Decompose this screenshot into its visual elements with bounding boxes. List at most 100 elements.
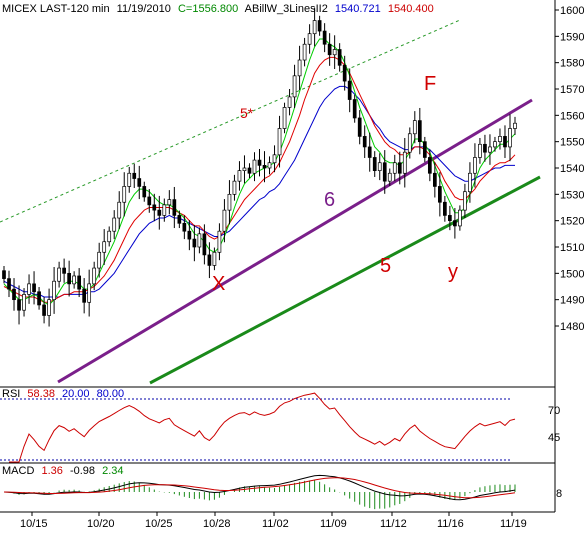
price-bar-body — [152, 204, 157, 211]
price-bar-body — [382, 162, 387, 182]
price-bar-body — [207, 254, 212, 266]
rsi-tick-70: 70 — [548, 405, 560, 417]
trend-line-6 — [57, 98, 533, 384]
price-bar-body — [468, 172, 472, 193]
price-bar-body — [242, 167, 247, 171]
rsi-tick-45: 45 — [548, 432, 560, 444]
price-bar-body — [458, 209, 462, 227]
price-tick-label: 1520 — [560, 216, 584, 228]
price-bar-body — [387, 172, 392, 182]
macd-tick-8: 8 — [556, 488, 562, 500]
price-bar-body — [417, 120, 422, 143]
price-tick-label: 1570 — [560, 84, 584, 96]
price-bar-body — [137, 178, 142, 187]
price-bar-body — [72, 275, 76, 285]
price-bar-body — [282, 107, 287, 129]
annotation-6: 6 — [324, 189, 335, 211]
date-tick-label: 11/09 — [320, 518, 347, 530]
price-bar-body — [478, 143, 482, 158]
rsi-line — [9, 392, 516, 463]
price-bar-body — [57, 267, 61, 282]
price-bar-body — [252, 159, 257, 174]
date-tick-label: 11/12 — [380, 518, 407, 530]
price-bar-body — [7, 278, 11, 290]
price-bar-body — [2, 270, 6, 279]
rsi-header: RSI 58.38 20.00 80.00 — [2, 388, 124, 400]
price-bar-body — [292, 75, 297, 98]
price-bar-body — [112, 217, 117, 232]
date-tick-label: 11/16 — [437, 518, 464, 530]
price-tick-label: 1560 — [560, 110, 584, 122]
price-bar-body — [488, 146, 492, 153]
date-tick-label: 10/25 — [145, 518, 173, 530]
price-bar-body — [498, 136, 502, 143]
price-bar-body — [97, 251, 102, 269]
price-bar-body — [513, 122, 517, 129]
price-bar-body — [117, 201, 122, 219]
plot-frame — [0, 0, 555, 512]
price-bar-body — [147, 196, 152, 206]
price-bar-body — [222, 209, 227, 232]
price-bar-body — [342, 64, 347, 82]
price-bar-body — [197, 233, 202, 248]
date-tick-label: 10/15 — [20, 518, 48, 530]
price-bar-body — [508, 128, 512, 148]
chart-header: MICEX LAST-120 min 11/19/2010 C=1556.800… — [2, 3, 434, 15]
price-bar-body — [322, 30, 327, 45]
price-bar-body — [122, 186, 127, 203]
price-bar-body — [262, 165, 267, 169]
price-bar-body — [432, 172, 437, 187]
price-tick-label: 1550 — [560, 137, 584, 149]
macd-signal-line — [3, 477, 516, 499]
price-bar-body — [453, 220, 457, 227]
price-bar-body — [132, 172, 137, 179]
price-bar-body — [232, 180, 237, 195]
price-bar-body — [392, 162, 397, 174]
price-bar-body — [307, 33, 312, 45]
annotation-y: y — [448, 261, 458, 283]
price-bar-body — [337, 49, 342, 66]
price-bar-body — [32, 283, 36, 293]
price-bar-body — [247, 167, 252, 174]
price-bar-body — [332, 49, 337, 56]
price-bar-body — [92, 267, 97, 285]
price-bars — [2, 7, 517, 327]
annotation-5star: 5* — [240, 105, 254, 121]
price-bar-body — [402, 151, 407, 174]
annotation-5: 5 — [380, 255, 391, 277]
price-tick-label: 1500 — [560, 268, 584, 280]
date-axis: 10/15 10/20 10/25 10/28 11/02 11/09 11/12 11/16… — [20, 512, 527, 530]
date-tick-label: 11/19 — [500, 518, 527, 530]
price-bar-body — [362, 136, 367, 148]
price-bar-body — [327, 43, 332, 56]
price-tick-label: 1540 — [560, 163, 584, 175]
price-bar-body — [182, 222, 187, 232]
price-bar-body — [217, 230, 222, 253]
price-bar-body — [37, 291, 41, 306]
price-bar-body — [227, 193, 232, 211]
price-bar-body — [237, 170, 242, 182]
price-bar-body — [443, 201, 447, 216]
date-tick-label: 11/02 — [262, 518, 289, 530]
price-bar-body — [172, 199, 177, 216]
price-bar-body — [77, 275, 81, 290]
price-bar-body — [202, 233, 207, 256]
price-bar-body — [448, 215, 452, 222]
price-bar-body — [47, 299, 51, 316]
price-bar-body — [272, 154, 277, 164]
price-bar-body — [473, 157, 477, 174]
price-bar-body — [277, 128, 282, 156]
price-tick-label: 1480 — [560, 321, 584, 333]
price-bar-body — [177, 215, 182, 224]
price-bar-body — [493, 141, 497, 148]
price-bar-body — [82, 288, 87, 303]
price-bar-body — [357, 117, 362, 137]
price-bar-body — [317, 20, 322, 32]
price-bar-body — [377, 162, 382, 171]
price-bar-body — [12, 288, 16, 301]
price-bar-body — [407, 133, 412, 153]
price-bar-body — [422, 141, 427, 158]
price-bar-body — [167, 199, 172, 206]
price-bar-body — [22, 294, 26, 311]
price-tick-label: 1530 — [560, 189, 584, 201]
